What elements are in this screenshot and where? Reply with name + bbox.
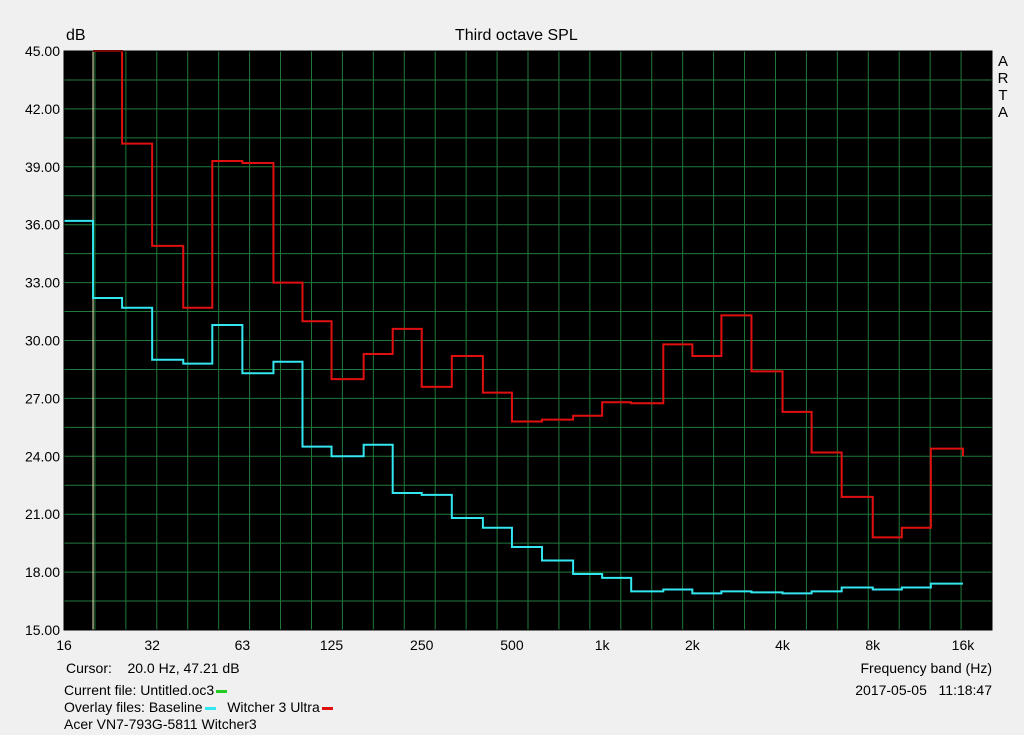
x-tick-label: 125 xyxy=(320,637,344,653)
cursor-value: 20.0 Hz, 47.21 dB xyxy=(127,660,240,676)
chart-title: Third octave SPL xyxy=(455,27,578,44)
grid-lines xyxy=(64,51,992,630)
overlay-label: Overlay files: xyxy=(64,699,145,715)
x-tick-label: 4k xyxy=(775,637,791,653)
overlay-witcher: Witcher 3 Ultra xyxy=(227,699,320,715)
x-tick-label: 32 xyxy=(144,637,160,653)
current-file-swatch xyxy=(216,689,228,693)
overlay-files: Overlay files: Baseline Witcher 3 Ultra xyxy=(64,699,333,715)
x-tick-label: 16k xyxy=(952,637,976,653)
current-file-label: Current file: xyxy=(64,682,137,698)
x-tick-label: 500 xyxy=(500,637,524,653)
y-tick-label: 39.00 xyxy=(25,159,60,175)
x-axis-label: Frequency band (Hz) xyxy=(860,660,992,676)
witcher-swatch xyxy=(321,706,333,710)
y-tick-labels: 45.00 42.00 39.00 36.00 33.00 30.00 27.00 24.00… xyxy=(25,43,60,638)
x-tick-label: 16 xyxy=(56,637,72,653)
x-tick-label: 250 xyxy=(410,637,434,653)
y-tick-label: 21.00 xyxy=(25,506,60,522)
series-line-baseline xyxy=(64,219,963,595)
cursor-label: Cursor: xyxy=(66,660,112,676)
baseline-swatch xyxy=(204,706,216,710)
y-tick-label: 42.00 xyxy=(25,101,60,117)
file-description: Acer VN7-793G-5811 Witcher3 xyxy=(64,716,257,732)
datetime: 2017-05-05 11:18:47 xyxy=(855,682,992,698)
y-tick-label: 24.00 xyxy=(25,448,60,464)
plot-border xyxy=(63,50,993,631)
x-tick-label: 1k xyxy=(595,637,611,653)
y-axis-label: dB xyxy=(66,27,86,44)
side-letter: A xyxy=(997,53,1008,70)
series-lines xyxy=(64,50,964,595)
side-letter: R xyxy=(997,70,1009,87)
current-file-name: Untitled.oc3 xyxy=(140,682,215,698)
side-label: A R T A xyxy=(996,53,1010,121)
x-tick-label: 2k xyxy=(685,637,701,653)
x-tick-label: 8k xyxy=(865,637,881,653)
y-tick-label: 36.00 xyxy=(25,217,60,233)
x-tick-labels: 16 32 63 125 250 500 1k 2k 4k 8k 16k xyxy=(56,637,975,653)
side-letter: A xyxy=(997,104,1008,121)
current-file: Current file: Untitled.oc3 xyxy=(64,682,228,698)
side-letter: T xyxy=(998,87,1008,104)
y-tick-label: 27.00 xyxy=(25,390,60,406)
y-tick-label: 15.00 xyxy=(25,622,60,638)
y-tick-label: 30.00 xyxy=(25,333,60,349)
y-tick-label: 18.00 xyxy=(25,564,60,580)
y-tick-label: 33.00 xyxy=(25,275,60,291)
cursor-readout: Cursor: 20.0 Hz, 47.21 dB xyxy=(66,660,240,676)
y-tick-label: 45.00 xyxy=(25,43,60,59)
overlay-baseline: Baseline xyxy=(148,699,203,715)
x-tick-label: 63 xyxy=(235,637,251,653)
series-line-witcher-3-ultra xyxy=(93,50,964,539)
